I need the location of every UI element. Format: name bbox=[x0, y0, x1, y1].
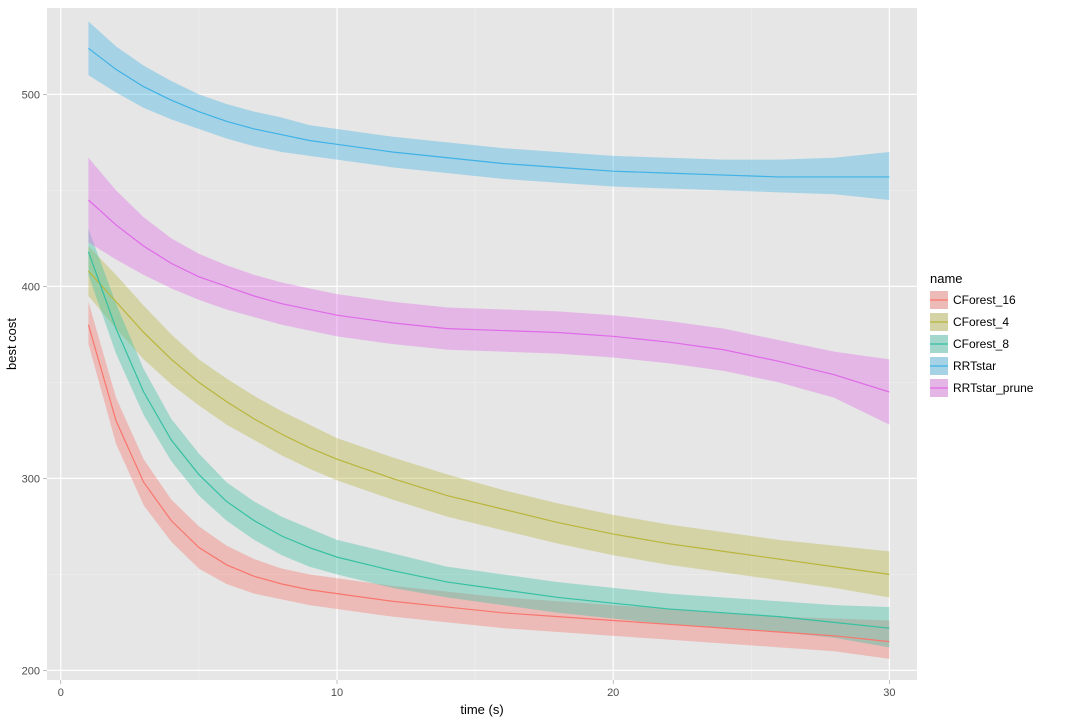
legend-label: RRTstar_prune bbox=[953, 381, 1034, 395]
legend-label: CForest_16 bbox=[953, 293, 1016, 307]
legend: name CForest_16 CForest_4 CForest_8 RRTstar R… bbox=[930, 271, 1034, 397]
legend-label: CForest_4 bbox=[953, 315, 1009, 329]
y-tick-label: 500 bbox=[22, 89, 40, 101]
x-tick-label: 20 bbox=[607, 687, 619, 699]
legend-title: name bbox=[930, 271, 963, 286]
x-tick-label: 0 bbox=[58, 687, 64, 699]
x-tick-label: 30 bbox=[883, 687, 895, 699]
best-cost-chart: 0 10 20 30 200 300 400 500 time (s) best cost name… bbox=[0, 0, 1080, 720]
y-tick-label: 200 bbox=[22, 665, 40, 677]
legend-label: RRTstar bbox=[953, 359, 996, 373]
y-tick-label: 400 bbox=[22, 281, 40, 293]
x-axis-title: time (s) bbox=[460, 702, 503, 717]
y-tick-label: 300 bbox=[22, 473, 40, 485]
legend-label: CForest_8 bbox=[953, 337, 1009, 351]
x-tick-label: 10 bbox=[331, 687, 343, 699]
y-axis-title: best cost bbox=[4, 318, 19, 370]
